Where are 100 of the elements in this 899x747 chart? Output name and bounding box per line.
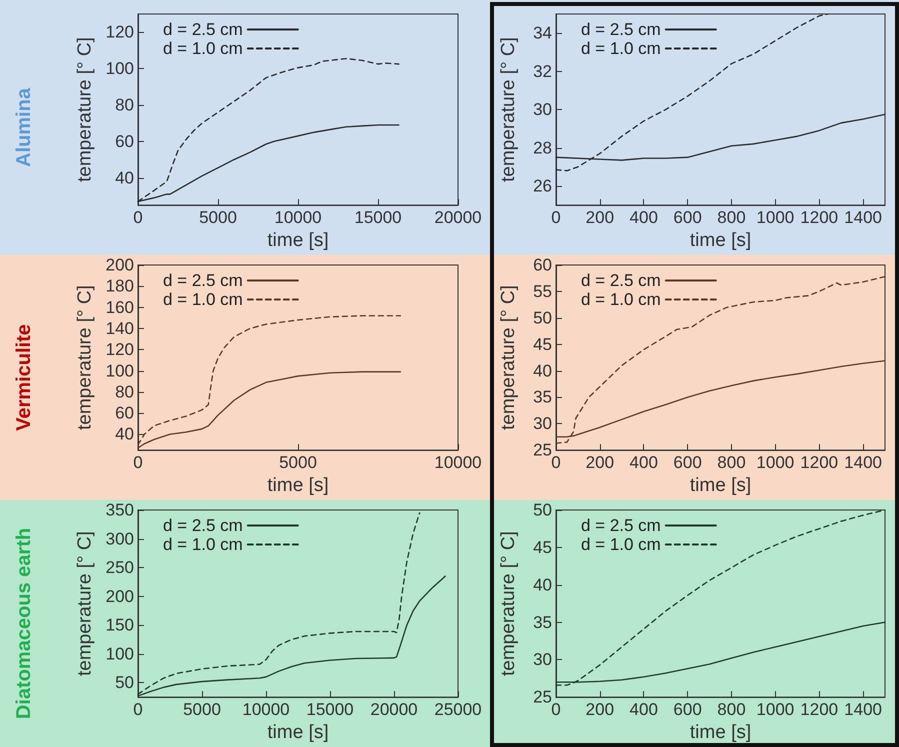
line-series: [555, 509, 886, 686]
text: Vermiculite: [13, 324, 35, 431]
x-tick-label: 400: [630, 208, 658, 228]
x-tick-label: 25000: [434, 700, 482, 720]
y-tick-label: 25: [533, 688, 552, 707]
y-tick-label: 140: [106, 318, 134, 338]
x-axis-title: time [s]: [267, 475, 329, 496]
x-axis-title: time [s]: [267, 722, 329, 743]
y-tick-label: 300: [106, 529, 134, 548]
y-tick-label: 150: [106, 616, 134, 635]
y-tick-label: 200: [106, 586, 134, 606]
x-axis-title: time [s]: [267, 230, 329, 251]
y-tick-label: 180: [106, 276, 134, 296]
x-tick-label: 10000: [242, 700, 290, 720]
y-tick-label: 60: [115, 132, 134, 151]
x-tick-label: 10000: [434, 453, 482, 472]
x-tick-label: 800: [717, 208, 746, 228]
y-tick-label: 350: [106, 500, 134, 520]
text: Diatomaceous earth: [13, 528, 35, 720]
y-tick-label: 80: [115, 96, 134, 114]
x-tick-label: 0: [133, 208, 143, 228]
y-tick-label: 28: [533, 138, 552, 158]
y-tick-label: 250: [106, 558, 134, 578]
y-tick-label: 35: [533, 612, 552, 632]
x-tick-label: 600: [673, 700, 702, 720]
x-tick-label: 400: [630, 700, 658, 720]
x-tick-label: 0: [551, 700, 561, 720]
x-tick-label: 200: [586, 453, 614, 472]
x-tick-label: 0: [551, 208, 561, 228]
x-tick-label: 0: [551, 453, 561, 472]
y-axis-title: temperature [° C]: [74, 37, 96, 182]
x-axis-title: time [s]: [690, 722, 752, 743]
x-tick-label: 5000: [199, 208, 237, 228]
line-series: [137, 315, 402, 446]
x-tick-label: 5000: [183, 700, 221, 720]
y-tick-label: 34: [533, 24, 552, 43]
y-tick-label: 32: [533, 62, 552, 81]
y-tick-label: 40: [533, 575, 552, 594]
x-tick-label: 600: [673, 453, 702, 472]
y-tick-label: 40: [115, 424, 134, 444]
x-tick-label: 200: [586, 208, 614, 228]
x-tick-label: 1000: [756, 208, 794, 228]
legend-label: d = 1.0 cm: [162, 290, 243, 309]
x-tick-label: 1200: [800, 453, 838, 472]
y-tick-label: 50: [533, 500, 552, 520]
x-tick-label: 1000: [756, 700, 794, 720]
legend-label: d = 2.5 cm: [580, 516, 661, 535]
y-axis-title: temperature [° C]: [498, 37, 519, 182]
line-series: [555, 276, 886, 444]
y-tick-label: 160: [106, 298, 134, 317]
y-tick-label: 30: [533, 100, 552, 120]
x-tick-label: 400: [630, 453, 658, 472]
legend-label: d = 1.0 cm: [162, 39, 243, 58]
x-tick-label: 800: [717, 700, 746, 720]
x-tick-label: 800: [717, 453, 746, 472]
legend-label: d = 2.5 cm: [580, 20, 661, 39]
legend-label: d = 2.5 cm: [162, 516, 243, 535]
text: Alumina: [13, 87, 35, 167]
y-tick-label: 50: [115, 673, 134, 692]
y-tick-label: 50: [533, 308, 552, 328]
x-axis-title: time [s]: [690, 475, 752, 496]
y-tick-label: 45: [533, 538, 552, 557]
legend-label: d = 2.5 cm: [580, 271, 661, 290]
legend-label: d = 2.5 cm: [162, 271, 243, 290]
y-tick-label: 55: [533, 282, 552, 301]
y-axis-title: temperature [° C]: [498, 285, 519, 430]
y-tick-label: 200: [106, 256, 134, 274]
x-tick-label: 0: [133, 700, 143, 720]
legend-label: d = 1.0 cm: [162, 535, 243, 554]
y-tick-label: 26: [533, 176, 552, 196]
y-tick-label: 45: [533, 334, 552, 354]
y-axis-title: temperature [° C]: [498, 531, 519, 676]
y-tick-label: 120: [106, 22, 134, 42]
x-tick-label: 1400: [844, 453, 882, 472]
legend-label: d = 2.5 cm: [162, 20, 243, 39]
x-tick-label: 1200: [800, 208, 838, 228]
x-tick-label: 5000: [279, 453, 317, 472]
x-tick-label: 15000: [354, 208, 402, 228]
y-tick-label: 100: [106, 361, 134, 380]
y-tick-label: 30: [533, 414, 552, 434]
y-tick-label: 40: [115, 168, 134, 188]
x-tick-label: 1000: [756, 453, 794, 472]
x-tick-label: 20000: [434, 208, 482, 228]
y-tick-label: 100: [106, 644, 134, 664]
x-tick-label: 1200: [800, 700, 838, 720]
y-tick-label: 25: [533, 440, 552, 460]
x-tick-label: 600: [673, 208, 702, 228]
x-tick-label: 0: [133, 453, 143, 472]
y-tick-label: 100: [106, 59, 134, 78]
legend-label: d = 1.0 cm: [580, 39, 661, 58]
y-tick-label: 35: [533, 388, 552, 407]
x-axis-title: time [s]: [690, 230, 752, 251]
y-tick-label: 120: [106, 340, 134, 360]
legend-label: d = 1.0 cm: [580, 290, 661, 309]
y-tick-label: 40: [533, 361, 552, 380]
y-axis-title: temperature [° C]: [74, 285, 96, 430]
legend-label: d = 1.0 cm: [580, 535, 661, 554]
y-tick-label: 80: [115, 382, 134, 402]
x-tick-label: 15000: [306, 700, 354, 720]
x-tick-label: 1400: [844, 208, 882, 228]
